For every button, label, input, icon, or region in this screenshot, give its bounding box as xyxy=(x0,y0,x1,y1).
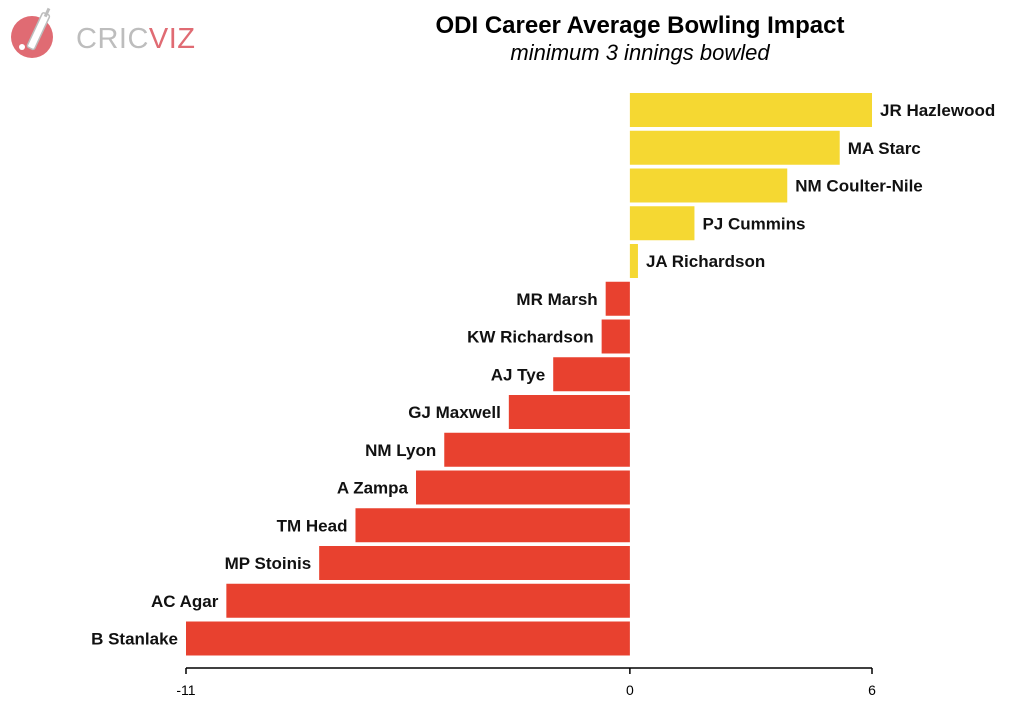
cricviz-logo: CRICVIZ xyxy=(8,6,195,64)
bar-label: JA Richardson xyxy=(646,252,765,271)
bar-label: JR Hazlewood xyxy=(880,101,995,120)
bar xyxy=(508,395,630,429)
bar xyxy=(319,546,630,580)
bar-label: AC Agar xyxy=(151,592,219,611)
bar-label: NM Coulter-Nile xyxy=(795,177,923,196)
bar-label: MR Marsh xyxy=(516,290,597,309)
bar-label: GJ Maxwell xyxy=(408,403,501,422)
bar xyxy=(355,508,630,543)
bar xyxy=(629,206,695,241)
bar-labels-group: JR Hazlewood MA Starc NM Coulter-Nile PJ Cu… xyxy=(91,101,995,649)
bars-group xyxy=(186,93,872,656)
logo-text-viz: VIZ xyxy=(148,23,196,55)
bar xyxy=(226,583,630,618)
logo-text-cric: CRIC xyxy=(76,23,149,55)
bar-label: PJ Cummins xyxy=(702,214,805,233)
logo-wordmark: CRICVIZ xyxy=(76,23,196,56)
bar xyxy=(186,621,630,656)
chart-subtitle: minimum 3 innings bowled xyxy=(510,40,770,65)
bar xyxy=(629,244,638,278)
bar-label: TM Head xyxy=(277,516,348,535)
bar xyxy=(605,281,630,316)
bar-label: NM Lyon xyxy=(365,441,436,460)
bar xyxy=(629,93,872,127)
bar-label: KW Richardson xyxy=(467,328,594,347)
chart-title: ODI Career Average Bowling Impact xyxy=(435,12,845,39)
bar xyxy=(629,168,788,203)
bar xyxy=(601,319,630,354)
bar-label: MP Stoinis xyxy=(225,554,312,573)
bar-label: A Zampa xyxy=(337,479,409,498)
bar-label: MA Starc xyxy=(848,139,921,158)
bar xyxy=(629,130,840,165)
bar-label: AJ Tye xyxy=(491,365,546,384)
x-axis: -11 0 6 xyxy=(176,667,876,698)
x-tick-label: -11 xyxy=(176,682,195,698)
bar xyxy=(444,432,630,467)
bar-label: B Stanlake xyxy=(91,630,178,649)
cricket-bat-ball-icon xyxy=(11,7,53,58)
bar xyxy=(416,470,630,505)
x-tick-label: 6 xyxy=(868,682,876,698)
x-tick-label: 0 xyxy=(626,682,634,698)
bar xyxy=(553,357,630,392)
